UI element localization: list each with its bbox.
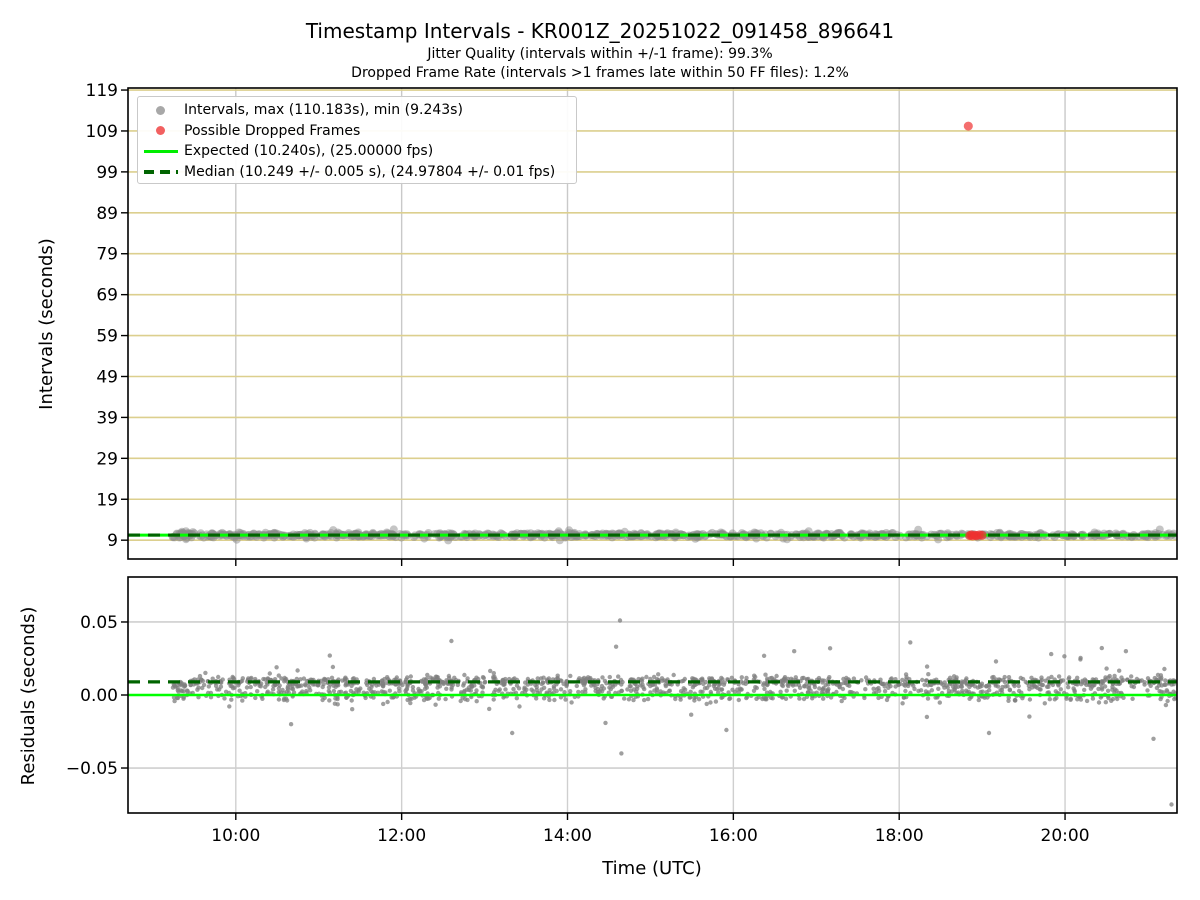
legend-item-intervals: Intervals, max (110.183s), min (9.243s)	[138, 100, 576, 121]
svg-text:0.05: 0.05	[80, 613, 118, 633]
residuals-points	[170, 618, 1177, 807]
svg-text:10:00: 10:00	[211, 826, 260, 846]
svg-text:79: 79	[96, 245, 118, 265]
legend-label-expected: Expected (10.240s), (25.00000 fps)	[184, 143, 434, 160]
svg-text:18:00: 18:00	[875, 826, 924, 846]
legend: Intervals, max (110.183s), min (9.243s) …	[137, 96, 577, 184]
svg-text:69: 69	[96, 286, 118, 306]
svg-text:16:00: 16:00	[709, 826, 758, 846]
tick-labels: 0.05 0.00 −0.05 10:00 12:00 14:00 16:00 18:00 20…	[66, 613, 1090, 846]
green-line-marker-icon	[144, 141, 178, 161]
dark-green-dashed-marker-icon	[144, 162, 178, 182]
reference-lines	[128, 680, 1177, 697]
intervals-y-axis-label: Intervals (seconds)	[36, 238, 57, 410]
svg-text:−0.05: −0.05	[66, 759, 118, 779]
red-dot-marker-icon	[144, 121, 178, 141]
legend-label-median: Median (10.249 +/- 0.005 s), (24.97804 +…	[184, 163, 556, 180]
axes: 9 19 29 39 49 59 69 79 89 99 109 119	[86, 81, 1178, 566]
svg-text:29: 29	[96, 449, 118, 469]
intervals-plot: 9 19 29 39 49 59 69 79 89 99 109 119	[86, 81, 1178, 566]
tick-labels: 9 19 29 39 49 59 69 79 89 99 109 119	[86, 81, 118, 551]
svg-text:59: 59	[96, 327, 118, 347]
svg-text:14:00: 14:00	[543, 826, 592, 846]
legend-label-intervals: Intervals, max (110.183s), min (9.243s)	[184, 102, 463, 119]
subtitle-dropped-frame-rate: Dropped Frame Rate (intervals >1 frames …	[351, 65, 849, 81]
dropped-frame-points	[963, 121, 987, 541]
svg-text:109: 109	[86, 122, 118, 142]
axes: 0.05 0.00 −0.05 10:00 12:00 14:00 16:00 18:00 20…	[66, 576, 1178, 846]
plot-border	[127, 87, 1178, 560]
legend-label-dropped-frames: Possible Dropped Frames	[184, 122, 361, 139]
svg-text:20:00: 20:00	[1041, 826, 1090, 846]
svg-text:49: 49	[96, 367, 118, 387]
legend-item-dropped-frames: Possible Dropped Frames	[138, 121, 576, 142]
svg-text:9: 9	[107, 531, 118, 551]
tick-marks	[121, 621, 1066, 820]
svg-text:89: 89	[96, 204, 118, 224]
svg-text:39: 39	[96, 408, 118, 428]
svg-text:0.00: 0.00	[80, 686, 118, 706]
chart-title: Timestamp Intervals - KR001Z_20251022_09…	[305, 19, 895, 43]
residuals-y-axis-label: Residuals (seconds)	[18, 607, 39, 786]
tick-marks	[121, 89, 1066, 566]
svg-text:119: 119	[86, 81, 118, 101]
residuals-plot: 0.05 0.00 −0.05 10:00 12:00 14:00 16:00 18:00 20…	[66, 576, 1178, 846]
x-axis-label: Time (UTC)	[601, 858, 702, 879]
svg-text:12:00: 12:00	[377, 826, 426, 846]
legend-item-expected: Expected (10.240s), (25.00000 fps)	[138, 141, 576, 162]
gray-dot-marker-icon	[144, 100, 178, 120]
legend-item-median: Median (10.249 +/- 0.005 s), (24.97804 +…	[138, 162, 576, 183]
subtitle-jitter-quality: Jitter Quality (intervals within +/-1 fr…	[427, 46, 773, 62]
svg-text:19: 19	[96, 490, 118, 510]
svg-text:99: 99	[96, 163, 118, 183]
